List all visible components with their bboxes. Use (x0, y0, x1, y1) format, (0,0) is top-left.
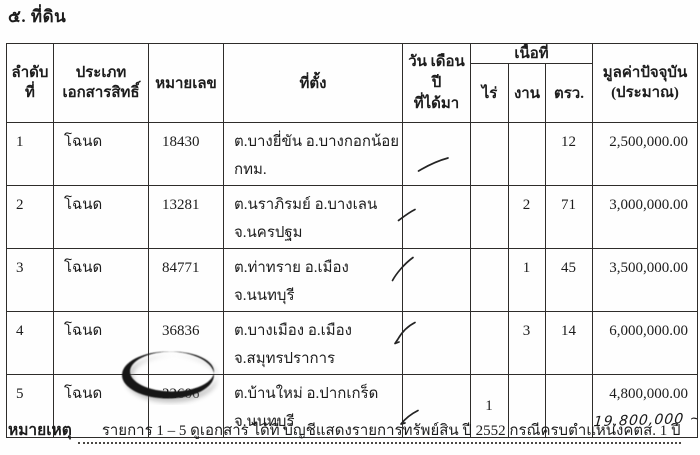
cell-location: ต.บางยี่ขัน อ.บางกอกน้อย กทม. (223, 122, 403, 186)
table-row: 4 โฉนด 36836 ต.บางเมือง อ.เมือง จ.สมุทรป… (6, 311, 698, 375)
cell-date-acquired (402, 122, 471, 186)
cell-ngan: 1 (508, 248, 546, 312)
table-row: 1 โฉนด 18430 ต.บางยี่ขัน อ.บางกอกน้อย กท… (6, 122, 698, 186)
header-ngan: งาน (508, 63, 546, 123)
cell-value: 6,000,000.00 (592, 311, 698, 375)
remark-dotted-line: รายการ 1 – 5 ดูเอกสาร ได้ที่ บัญชีแสดงรา… (77, 421, 681, 444)
printed-value: 4,800,000.00 (609, 386, 688, 402)
remark-text: รายการ 1 – 5 ดูเอกสาร ได้ที่ บัญชีแสดงรา… (101, 423, 681, 439)
cell-ngan: 3 (508, 311, 546, 375)
cell-no: 1 (6, 122, 54, 186)
header-number: หมายเลข (148, 43, 224, 123)
cell-sq-wah: 45 (545, 248, 593, 312)
table-body: 1 โฉนด 18430 ต.บางยี่ขัน อ.บางกอกน้อย กท… (6, 122, 698, 438)
cell-rai: 1 (470, 374, 509, 438)
header-rai: ไร่ (470, 63, 509, 123)
cell-location: ต.ท่าทราย อ.เมือง จ.นนทบุรี (223, 248, 403, 312)
land-assets-table: ลำดับ ที่ ประเภท เอกสารสิทธิ์ หมายเลข ที… (6, 43, 698, 438)
remark-label: หมายเหตุ (8, 422, 72, 439)
cell-sq-wah: 14 (545, 311, 593, 375)
cell-number: 84771 (148, 248, 224, 312)
cell-date-acquired (402, 248, 471, 312)
cell-date-acquired (402, 185, 471, 249)
cell-location: ต.บ้านใหม่ อ.ปากเกร็ด จ.นนทบุรี (223, 374, 403, 438)
header-sq-wah: ตรว. (545, 63, 593, 123)
header-doc-type: ประเภท เอกสารสิทธิ์ (53, 43, 149, 123)
section-title: ๕. ที่ดิน (8, 7, 67, 26)
cell-date-acquired (402, 374, 471, 438)
cell-date-acquired (402, 311, 471, 375)
cell-doc-type: โฉนด (53, 248, 149, 312)
cell-sq-wah (545, 374, 593, 438)
cell-value: 2,500,000.00 (592, 122, 698, 186)
header-date-acquired: วัน เดือน ปี ที่ได้มา (402, 43, 471, 123)
cell-no: 2 (6, 185, 54, 249)
cell-number: 36836 (148, 311, 224, 375)
table-header: ลำดับ ที่ ประเภท เอกสารสิทธิ์ หมายเลข ที… (6, 43, 698, 123)
table-row: 3 โฉนด 84771 ต.ท่าทราย อ.เมือง จ.นนทบุรี… (6, 248, 698, 312)
table-row: 5 โฉนด 22606 ต.บ้านใหม่ อ.ปากเกร็ด จ.นนท… (6, 374, 698, 438)
cell-no: 3 (6, 248, 54, 312)
cell-location: ต.บางเมือง อ.เมือง จ.สมุทรปราการ (223, 311, 403, 375)
table-row: 2 โฉนด 13281 ต.นราภิรมย์ อ.บางเลน จ.นครป… (6, 185, 698, 249)
cell-location: ต.นราภิรมย์ อ.บางเลน จ.นครปฐม (223, 185, 403, 249)
header-area: เนื้อที่ (470, 43, 593, 64)
cell-rai (470, 248, 509, 312)
cell-no: 4 (6, 311, 54, 375)
header-value: มูลค่าปัจจุบัน (ประมาณ) (592, 43, 698, 123)
cell-rai (470, 311, 509, 375)
cell-value: 3,000,000.00 (592, 185, 698, 249)
cell-number: 13281 (148, 185, 224, 249)
cell-rai (470, 122, 509, 186)
cell-value: 4,800,000.00 19,800,000 ~ (592, 374, 698, 438)
cell-ngan: 2 (508, 185, 546, 249)
cell-number: 18430 (148, 122, 224, 186)
cell-ngan (508, 122, 546, 186)
header-location: ที่ตั้ง (223, 43, 403, 123)
cell-sq-wah: 12 (545, 122, 593, 186)
cell-doc-type: โฉนด (53, 185, 149, 249)
cell-doc-type: โฉนด (53, 311, 149, 375)
cell-doc-type: โฉนด (53, 122, 149, 186)
remark-footer: หมายเหตุ รายการ 1 – 5 ดูเอกสาร ได้ที่ บั… (8, 417, 681, 444)
cell-no: 5 (6, 374, 54, 438)
cell-sq-wah: 71 (545, 185, 593, 249)
header-no: ลำดับ ที่ (6, 43, 54, 123)
cell-rai (470, 185, 509, 249)
cell-value: 3,500,000.00 (592, 248, 698, 312)
cell-ngan (508, 374, 546, 438)
